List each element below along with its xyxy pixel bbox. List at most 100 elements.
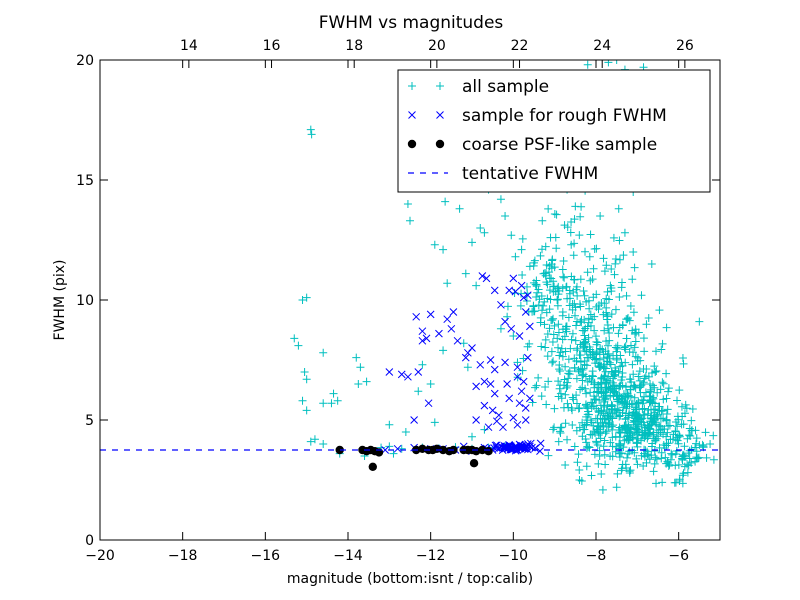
top-tick-label: 24 bbox=[593, 38, 611, 54]
data-point bbox=[532, 381, 541, 390]
data-point bbox=[633, 442, 642, 451]
data-point bbox=[644, 405, 653, 414]
data-point bbox=[592, 244, 601, 253]
data-point bbox=[658, 478, 667, 487]
data-point bbox=[472, 281, 481, 290]
data-point bbox=[675, 476, 684, 485]
legend-swatch bbox=[407, 139, 417, 149]
data-point bbox=[603, 312, 612, 321]
data-point bbox=[574, 450, 583, 459]
data-point bbox=[302, 406, 311, 415]
data-point bbox=[614, 395, 623, 404]
data-point bbox=[503, 444, 512, 453]
data-point bbox=[590, 380, 599, 389]
data-point bbox=[615, 236, 624, 245]
data-point bbox=[640, 452, 649, 461]
data-point bbox=[602, 391, 611, 400]
data-point bbox=[652, 411, 661, 420]
data-point bbox=[620, 436, 629, 445]
data-point bbox=[397, 370, 406, 379]
data-point bbox=[562, 283, 571, 292]
data-point bbox=[622, 334, 631, 343]
data-point bbox=[542, 400, 551, 409]
data-point bbox=[601, 395, 610, 404]
data-point bbox=[612, 355, 621, 364]
data-point bbox=[620, 428, 629, 437]
data-point bbox=[528, 307, 537, 316]
data-point bbox=[545, 286, 554, 295]
x-tick-label: −20 bbox=[85, 548, 115, 564]
data-point bbox=[620, 228, 629, 237]
data-point bbox=[482, 274, 491, 283]
data-point bbox=[549, 425, 558, 434]
data-point bbox=[401, 428, 410, 436]
data-point bbox=[599, 442, 608, 451]
data-point bbox=[519, 377, 528, 386]
data-point bbox=[550, 404, 559, 413]
data-point bbox=[554, 320, 563, 329]
data-point bbox=[584, 314, 593, 323]
data-point bbox=[639, 378, 648, 387]
data-point bbox=[602, 427, 611, 436]
data-point bbox=[540, 320, 549, 329]
data-point bbox=[614, 426, 623, 435]
data-point bbox=[570, 364, 579, 373]
data-point bbox=[601, 419, 610, 428]
data-point bbox=[651, 453, 660, 462]
data-point bbox=[298, 396, 307, 405]
data-point bbox=[650, 416, 659, 425]
data-point bbox=[576, 275, 585, 284]
data-point bbox=[517, 245, 526, 254]
x-tick-label: −12 bbox=[416, 548, 446, 564]
y-tick-label: 0 bbox=[85, 533, 94, 549]
data-point bbox=[622, 464, 631, 473]
data-point bbox=[517, 281, 526, 290]
data-point bbox=[596, 423, 605, 432]
data-point bbox=[685, 431, 694, 440]
data-point bbox=[626, 466, 635, 475]
data-point bbox=[621, 382, 630, 391]
data-point bbox=[562, 282, 571, 291]
data-point bbox=[613, 469, 622, 478]
data-point bbox=[565, 370, 574, 379]
data-point bbox=[582, 462, 591, 471]
data-point bbox=[602, 364, 611, 373]
data-point bbox=[624, 411, 633, 420]
data-point bbox=[556, 428, 565, 437]
data-point bbox=[598, 415, 607, 424]
data-point bbox=[583, 377, 592, 386]
data-point bbox=[501, 212, 510, 220]
data-point bbox=[586, 276, 595, 285]
data-point bbox=[575, 466, 584, 475]
data-point bbox=[468, 344, 476, 352]
data-point bbox=[668, 450, 677, 459]
data-point bbox=[516, 301, 525, 310]
data-point bbox=[534, 285, 543, 294]
data-point bbox=[624, 435, 633, 444]
data-point bbox=[424, 399, 433, 408]
data-point bbox=[706, 439, 715, 448]
data-point bbox=[606, 412, 615, 421]
data-point bbox=[498, 446, 507, 455]
data-point bbox=[674, 460, 683, 469]
data-point bbox=[486, 380, 495, 388]
data-point bbox=[352, 353, 361, 362]
data-point bbox=[412, 312, 421, 321]
data-point bbox=[617, 283, 626, 292]
data-point bbox=[631, 325, 640, 334]
data-point bbox=[551, 233, 560, 242]
data-point bbox=[559, 256, 568, 265]
data-point bbox=[520, 442, 529, 451]
data-point bbox=[680, 442, 689, 451]
data-point bbox=[575, 231, 584, 240]
data-point bbox=[680, 462, 689, 471]
data-point bbox=[569, 251, 578, 260]
data-point bbox=[426, 380, 435, 388]
data-point bbox=[566, 228, 575, 237]
data-point bbox=[541, 382, 550, 391]
data-point bbox=[584, 407, 593, 416]
data-point bbox=[501, 358, 509, 367]
data-point bbox=[644, 372, 653, 381]
data-point bbox=[656, 385, 665, 394]
data-point bbox=[631, 405, 640, 414]
